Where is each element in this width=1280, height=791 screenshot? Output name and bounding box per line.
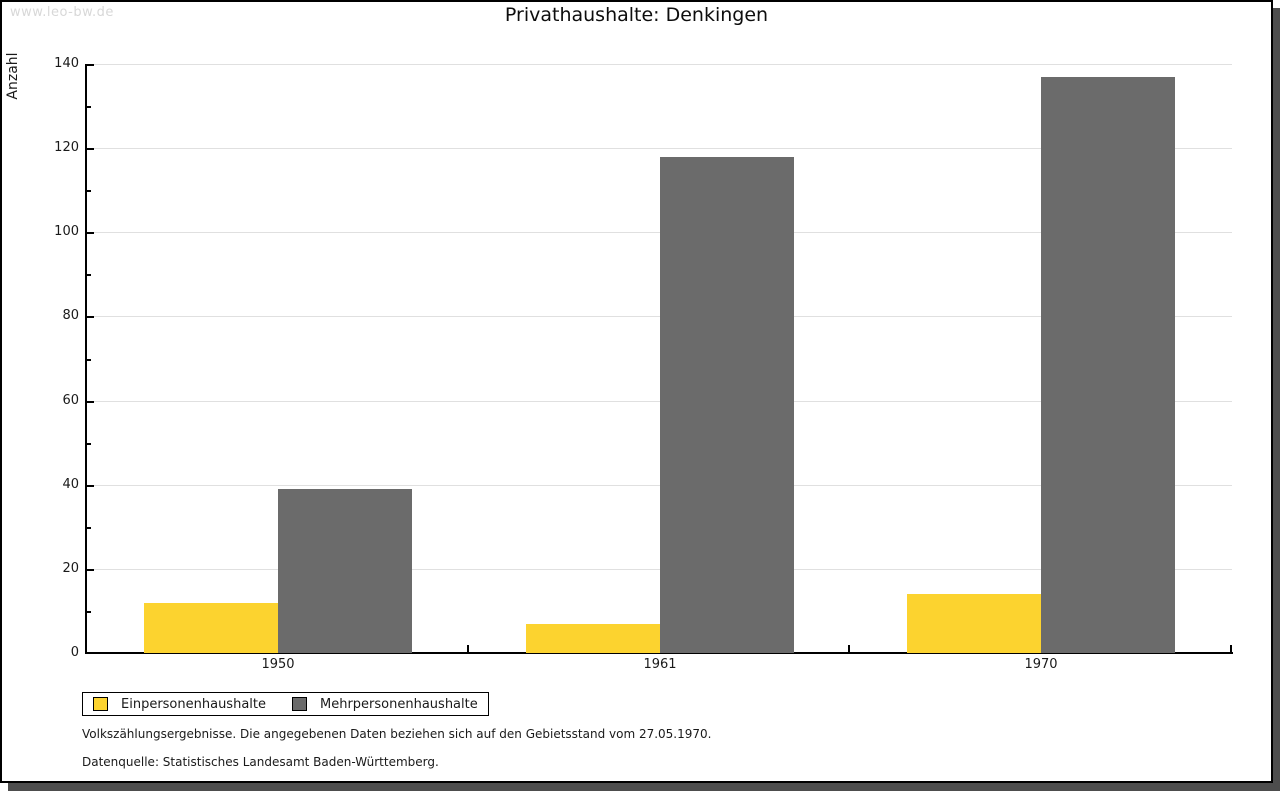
x-tick-label-1961: 1961 xyxy=(643,657,677,672)
y-tick-label-60: 60 xyxy=(62,393,79,408)
x-tick-label-1970: 1970 xyxy=(1024,657,1058,672)
x-tick-label-1950: 1950 xyxy=(261,657,295,672)
y-tick-label-120: 120 xyxy=(54,140,79,155)
y-major-tick-100 xyxy=(86,232,94,234)
y-major-tick-140 xyxy=(86,64,94,66)
legend-swatch-einpersonenhaushalte xyxy=(93,697,108,711)
y-major-tick-120 xyxy=(86,148,94,150)
legend: Einpersonenhaushalte Mehrpersonenhaushal… xyxy=(82,692,489,716)
page-shadow-bottom xyxy=(8,783,1280,791)
x-boundary-tick-3 xyxy=(1230,645,1232,653)
bar-mehrpersonenhaushalte-1970 xyxy=(1041,77,1175,653)
y-tick-label-40: 40 xyxy=(62,477,79,492)
y-minor-tick-70 xyxy=(86,359,91,361)
chart-title: Privathaushalte: Denkingen xyxy=(504,4,769,26)
page-shadow-right xyxy=(1273,8,1280,791)
watermark: www.leo-bw.de xyxy=(10,5,114,20)
y-tick-label-100: 100 xyxy=(54,224,79,239)
y-tick-label-80: 80 xyxy=(62,308,79,323)
y-minor-tick-30 xyxy=(86,527,91,529)
y-minor-tick-130 xyxy=(86,106,91,108)
y-minor-tick-90 xyxy=(86,274,91,276)
y-major-tick-40 xyxy=(86,485,94,487)
y-major-tick-60 xyxy=(86,401,94,403)
y-minor-tick-10 xyxy=(86,611,91,613)
bar-einpersonenhaushalte-1961 xyxy=(526,624,660,653)
bar-mehrpersonenhaushalte-1950 xyxy=(278,489,412,653)
legend-item-mehrpersonenhaushalte: Mehrpersonenhaushalte xyxy=(292,697,478,712)
y-minor-tick-50 xyxy=(86,443,91,445)
chart-plot-area: 0 20 40 60 80 100 120 140 1950 1961 1970 xyxy=(2,2,1271,781)
x-boundary-tick-2 xyxy=(848,645,850,653)
bar-einpersonenhaushalte-1950 xyxy=(144,603,278,653)
y-tick-label-140: 140 xyxy=(54,56,79,71)
y-major-tick-80 xyxy=(86,316,94,318)
legend-label: Mehrpersonenhaushalte xyxy=(320,696,478,712)
footnote-source: Datenquelle: Statistisches Landesamt Bad… xyxy=(82,755,439,769)
legend-label: Einpersonenhaushalte xyxy=(121,696,266,712)
legend-swatch-mehrpersonenhaushalte xyxy=(292,697,307,711)
gridline-120 xyxy=(88,148,1232,149)
x-axis-line xyxy=(85,652,1233,654)
gridline-140 xyxy=(88,64,1232,65)
x-boundary-tick-1 xyxy=(467,645,469,653)
legend-item-einpersonenhaushalte: Einpersonenhaushalte xyxy=(93,697,266,712)
bar-mehrpersonenhaushalte-1961 xyxy=(660,157,794,653)
footnote-census: Volkszählungsergebnisse. Die angegebenen… xyxy=(82,727,712,741)
bar-einpersonenhaushalte-1970 xyxy=(907,594,1041,653)
y-tick-label-0: 0 xyxy=(70,645,79,660)
y-tick-label-20: 20 xyxy=(62,561,79,576)
y-major-tick-20 xyxy=(86,569,94,571)
y-minor-tick-110 xyxy=(86,190,91,192)
